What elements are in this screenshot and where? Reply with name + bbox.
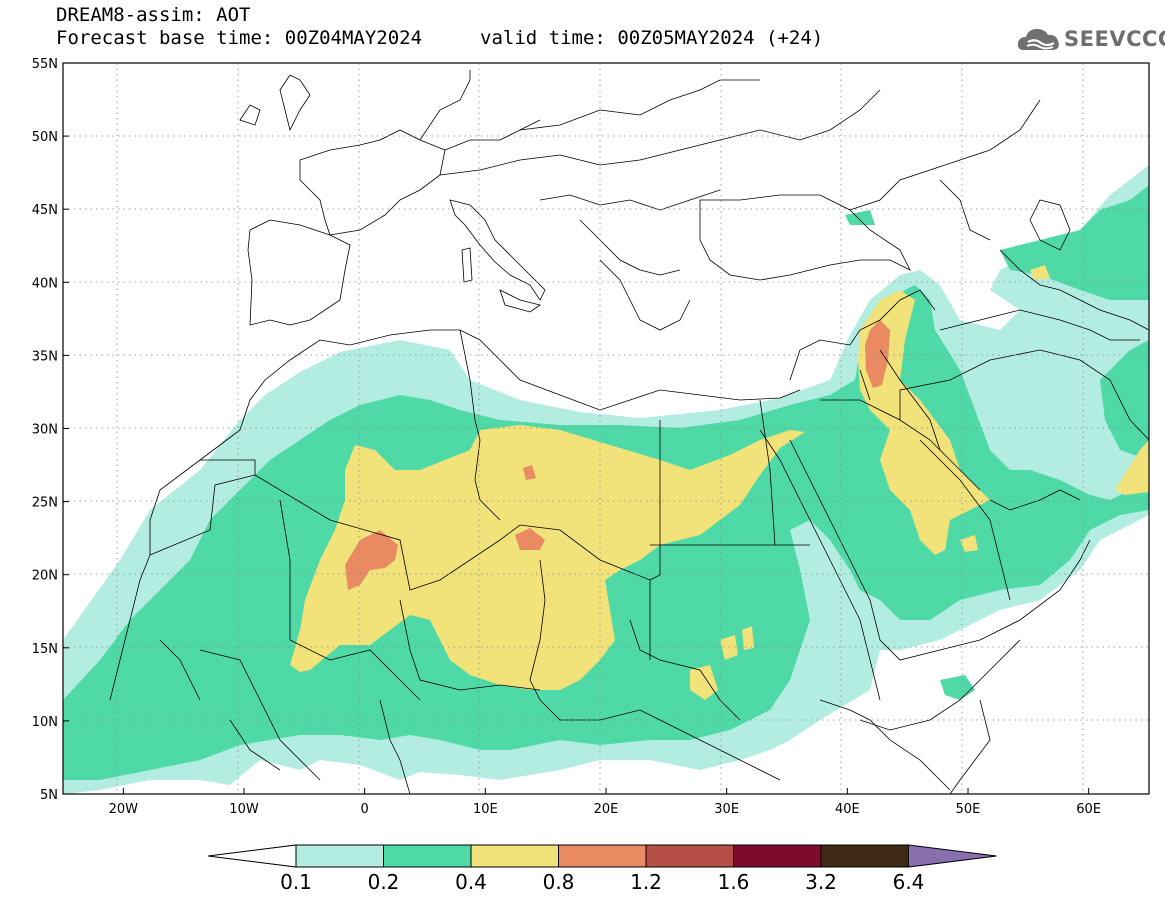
lat-label: 35N bbox=[32, 349, 58, 364]
colorbar-box bbox=[558, 844, 647, 868]
lon-label: 10E bbox=[473, 802, 498, 817]
valid-time: valid time: 00Z05MAY2024 (+24) bbox=[480, 27, 824, 49]
lat-label: 20N bbox=[32, 569, 58, 584]
colorbar-box bbox=[383, 844, 472, 868]
map-title: DREAM8-assim: AOT bbox=[56, 4, 251, 26]
aot-band-0.4 bbox=[858, 290, 990, 555]
colorbar-box bbox=[470, 844, 559, 868]
colorbar-label: 1.2 bbox=[630, 870, 662, 894]
colorbar-label: 1.6 bbox=[718, 870, 750, 894]
colorbar-label: 0.2 bbox=[368, 870, 400, 894]
aot-band-0.2 bbox=[1100, 340, 1149, 460]
lat-label: 55N bbox=[32, 57, 58, 72]
seevccc-logo: SEEVCCC bbox=[1016, 22, 1165, 58]
lon-label: 10W bbox=[229, 802, 259, 817]
lon-label: 20W bbox=[109, 802, 139, 817]
aot-band-0.8 bbox=[865, 320, 890, 388]
cloud-icon bbox=[1017, 29, 1059, 50]
longitude-labels: 20W 10W 0 10E 20E 30E 40E 50E 60E bbox=[109, 788, 1101, 817]
colorbar-label: 0.8 bbox=[543, 870, 575, 894]
aot-band-0.4 bbox=[690, 665, 718, 700]
lat-label: 15N bbox=[32, 642, 58, 657]
aot-band-0.4 bbox=[742, 626, 754, 650]
colorbar-label: 6.4 bbox=[893, 870, 925, 894]
colorbar-label: 0.4 bbox=[455, 870, 487, 894]
forecast-times: Forecast base time: 00Z04MAY2024 valid ti… bbox=[56, 27, 823, 49]
aot-band-0.4 bbox=[720, 635, 738, 660]
base-time: Forecast base time: 00Z04MAY2024 bbox=[56, 27, 423, 49]
lat-label: 40N bbox=[32, 276, 58, 291]
lat-label: 25N bbox=[32, 496, 58, 511]
colorbar-label: 0.1 bbox=[280, 870, 312, 894]
lon-label: 50E bbox=[956, 802, 981, 817]
lat-label: 50N bbox=[32, 130, 58, 145]
logo-text: SEEVCCC bbox=[1064, 27, 1165, 51]
lon-label: 0 bbox=[361, 802, 369, 817]
gridlines bbox=[63, 63, 1149, 794]
colorbar-box bbox=[295, 844, 384, 868]
aot-band-0.4 bbox=[290, 425, 805, 690]
lat-label: 5N bbox=[40, 788, 58, 803]
colorbar-high-arrow bbox=[908, 844, 997, 868]
colorbar-box bbox=[645, 844, 734, 868]
lat-label: 10N bbox=[32, 715, 58, 730]
aot-band-0.8 bbox=[515, 528, 545, 550]
aot-band-0.2 bbox=[845, 210, 875, 225]
lat-label: 45N bbox=[32, 203, 58, 218]
aot-band-0.4 bbox=[1115, 440, 1149, 495]
lon-label: 40E bbox=[835, 802, 860, 817]
aot-band-0.8 bbox=[345, 530, 398, 590]
colorbar-box bbox=[820, 844, 909, 868]
aot-band-0.4 bbox=[960, 535, 978, 552]
colorbar-label: 3.2 bbox=[805, 870, 837, 894]
lat-label: 30N bbox=[32, 423, 58, 438]
country-borders bbox=[109, 70, 1149, 794]
colorbar-box bbox=[733, 844, 822, 868]
latitude-labels: 55N 50N 45N 40N 35N 30N 25N 20N 15N 10N 5N bbox=[32, 57, 69, 803]
lon-label: 60E bbox=[1076, 802, 1101, 817]
colorbar-low-arrow bbox=[207, 844, 297, 868]
aot-band-0.4 bbox=[1030, 265, 1050, 280]
lon-label: 20E bbox=[594, 802, 619, 817]
aot-band-0.8 bbox=[523, 465, 536, 480]
lon-label: 30E bbox=[714, 802, 739, 817]
